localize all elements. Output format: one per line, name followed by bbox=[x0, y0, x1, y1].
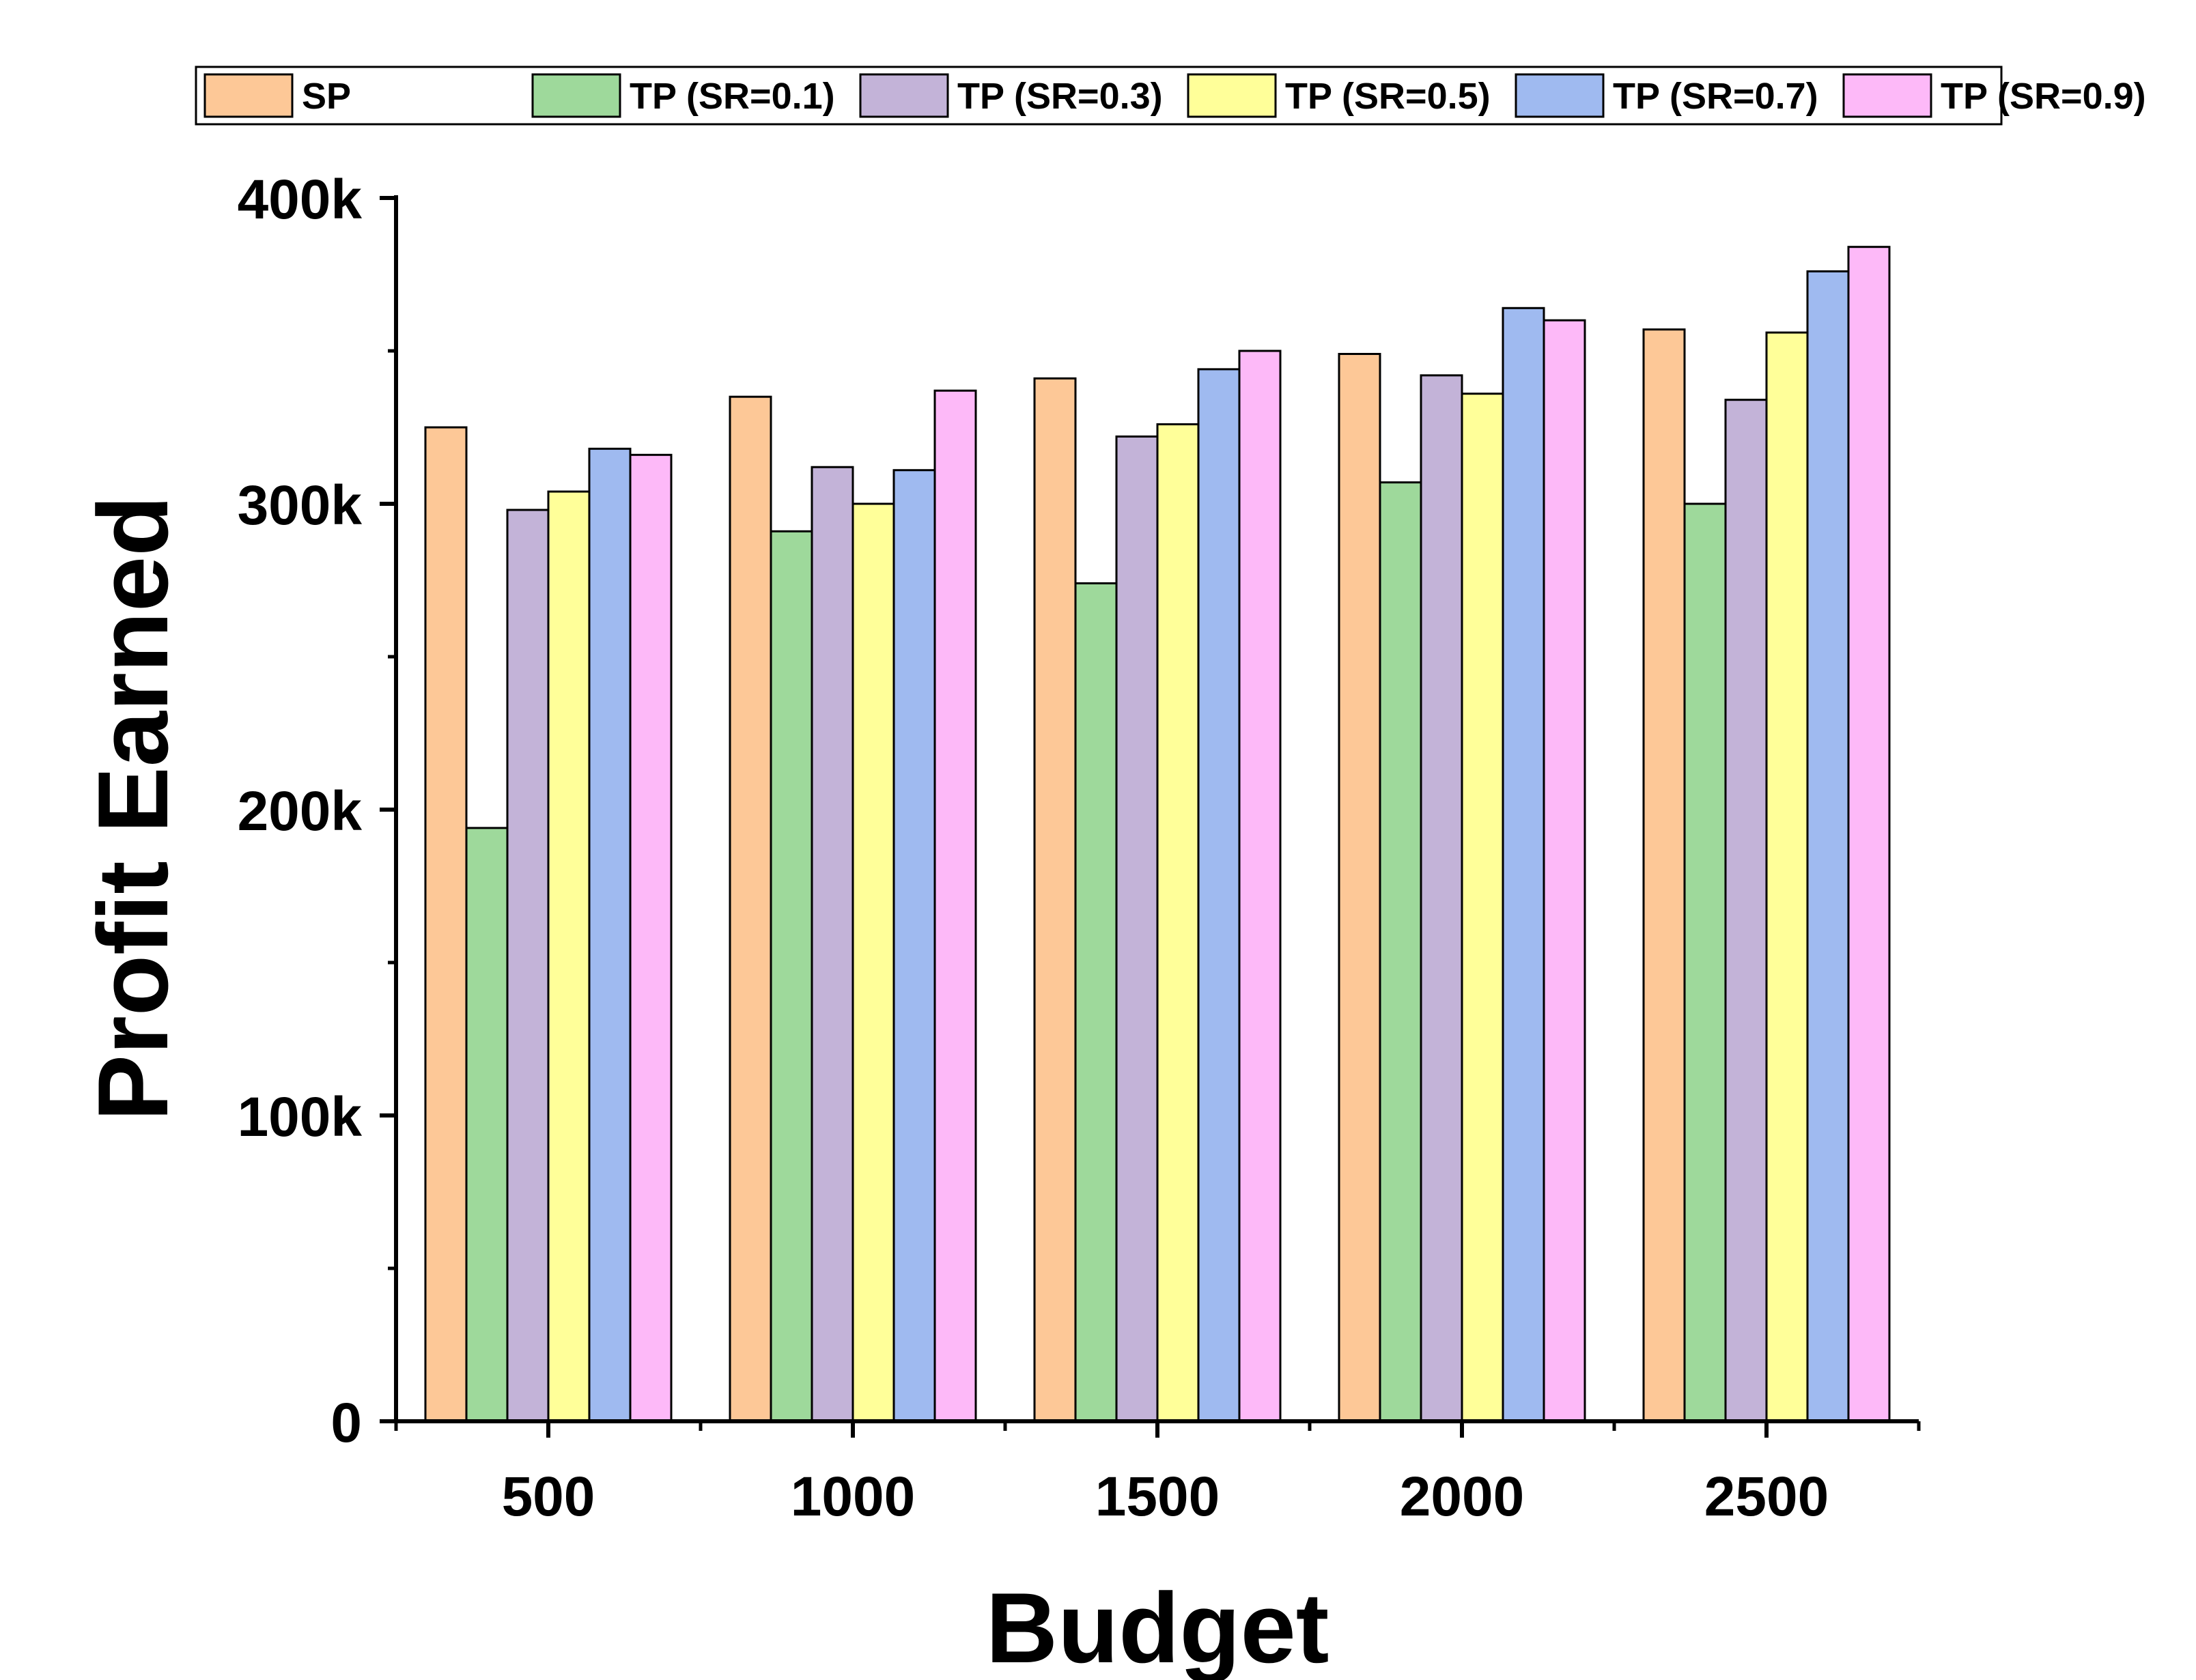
x-tick-label-1: 1000 bbox=[791, 1466, 915, 1528]
bar-6-3 bbox=[1238, 350, 1282, 1423]
legend-box bbox=[195, 66, 2003, 126]
y-tick-label-3: 300k bbox=[238, 474, 363, 537]
legend-swatch-5 bbox=[1515, 73, 1605, 118]
legend-label-5: TP (SR=0.7) bbox=[1613, 76, 1818, 117]
bar-4-1 bbox=[547, 490, 591, 1423]
legend-label-2: TP (SR=0.1) bbox=[630, 76, 835, 117]
x-axis-title: Budget bbox=[986, 1572, 1329, 1680]
bar-5-3 bbox=[1197, 368, 1241, 1423]
legend-label-6: TP (SR=0.9) bbox=[1941, 76, 2146, 117]
y-tick-label-4: 400k bbox=[238, 169, 363, 231]
bar-2-1 bbox=[465, 827, 509, 1423]
legend-swatch-2 bbox=[531, 73, 621, 118]
y-tick-label-2: 200k bbox=[238, 780, 363, 842]
bar-1-2 bbox=[729, 395, 772, 1423]
bar-4-2 bbox=[851, 502, 895, 1423]
x-tick-label-2: 1500 bbox=[1095, 1466, 1220, 1528]
legend-swatch-3 bbox=[859, 73, 949, 118]
y-ticks: 0 100k 200k 300k 400k bbox=[238, 169, 396, 1454]
bar-6-2 bbox=[933, 389, 977, 1423]
bar-5-1 bbox=[588, 447, 632, 1423]
bar-3-4 bbox=[1420, 374, 1463, 1423]
bar-6-5 bbox=[1847, 246, 1891, 1423]
bar-4-3 bbox=[1156, 423, 1200, 1423]
legend-swatch-4 bbox=[1187, 73, 1277, 118]
bar-2-5 bbox=[1683, 502, 1727, 1423]
legend-label-1: SP bbox=[302, 76, 351, 117]
x-tick-label-4: 2500 bbox=[1704, 1466, 1829, 1528]
y-tick-label-0: 0 bbox=[330, 1392, 362, 1454]
bar-3-3 bbox=[1115, 435, 1159, 1423]
bar-2-4 bbox=[1379, 481, 1422, 1423]
x-tick-label-3: 2000 bbox=[1400, 1466, 1524, 1528]
legend-label-4: TP (SR=0.5) bbox=[1285, 76, 1491, 117]
bar-2-2 bbox=[770, 530, 813, 1423]
x-tick-label-0: 500 bbox=[502, 1466, 595, 1528]
bar-2-3 bbox=[1074, 582, 1118, 1423]
bar-3-5 bbox=[1724, 399, 1768, 1423]
bar-3-1 bbox=[506, 509, 550, 1423]
bar-5-5 bbox=[1806, 270, 1850, 1423]
bar-4-4 bbox=[1461, 393, 1504, 1423]
bar-5-2 bbox=[892, 469, 936, 1423]
bar-4-5 bbox=[1765, 331, 1809, 1423]
bar-6-1 bbox=[629, 453, 673, 1423]
legend-swatch-6 bbox=[1842, 73, 1932, 118]
bar-6-4 bbox=[1543, 319, 1586, 1423]
legend-swatch-1 bbox=[203, 73, 294, 118]
legend-label-3: TP (SR=0.3) bbox=[957, 76, 1163, 117]
bar-5-4 bbox=[1502, 307, 1545, 1423]
bar-1-4 bbox=[1338, 352, 1381, 1423]
bars bbox=[424, 246, 1891, 1423]
y-tick-label-1: 100k bbox=[238, 1086, 363, 1148]
bar-3-2 bbox=[811, 466, 854, 1423]
x-ticks: 500 1000 1500 2000 2500 bbox=[394, 1421, 1921, 1528]
bar-1-3 bbox=[1033, 377, 1077, 1423]
bar-1-5 bbox=[1642, 328, 1686, 1423]
y-axis-title: Profit Earned bbox=[77, 496, 188, 1122]
legend: SP TP (SR=0.1) TP (SR=0.3) TP (SR=0.5) TP (S… bbox=[195, 66, 2146, 126]
bar-1-1 bbox=[424, 426, 468, 1423]
